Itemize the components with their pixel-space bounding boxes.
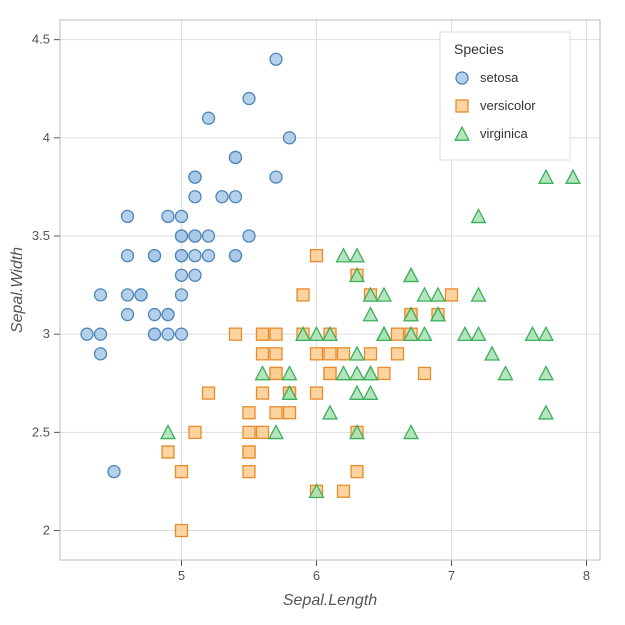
y-tick-label: 3.5 [32,228,50,243]
x-tick-label: 7 [448,568,455,583]
scatter-chart: 5 6 7 8 2 2.5 3 3.5 4 4.5 Sepal.Length Sepal.Width S… [0,0,625,625]
legend: Species setosa versicolor virginica [440,32,570,160]
legend-item: setosa [480,70,519,85]
x-tick-label: 5 [178,568,185,583]
x-tick-label: 6 [313,568,320,583]
y-tick-label: 2.5 [32,424,50,439]
y-tick-label: 4 [43,130,50,145]
legend-item: versicolor [480,98,536,113]
y-tick-label: 4.5 [32,32,50,47]
y-tick-label: 2 [43,523,50,538]
chart-svg: 5 6 7 8 2 2.5 3 3.5 4 4.5 Sepal.Length Sepal.Width S… [0,0,625,625]
legend-title: Species [454,41,504,57]
y-tick-label: 3 [43,326,50,341]
y-axis-label: Sepal.Width [9,247,26,333]
legend-item: virginica [480,126,528,141]
x-tick-label: 8 [583,568,590,583]
x-axis-label: Sepal.Length [283,592,377,609]
